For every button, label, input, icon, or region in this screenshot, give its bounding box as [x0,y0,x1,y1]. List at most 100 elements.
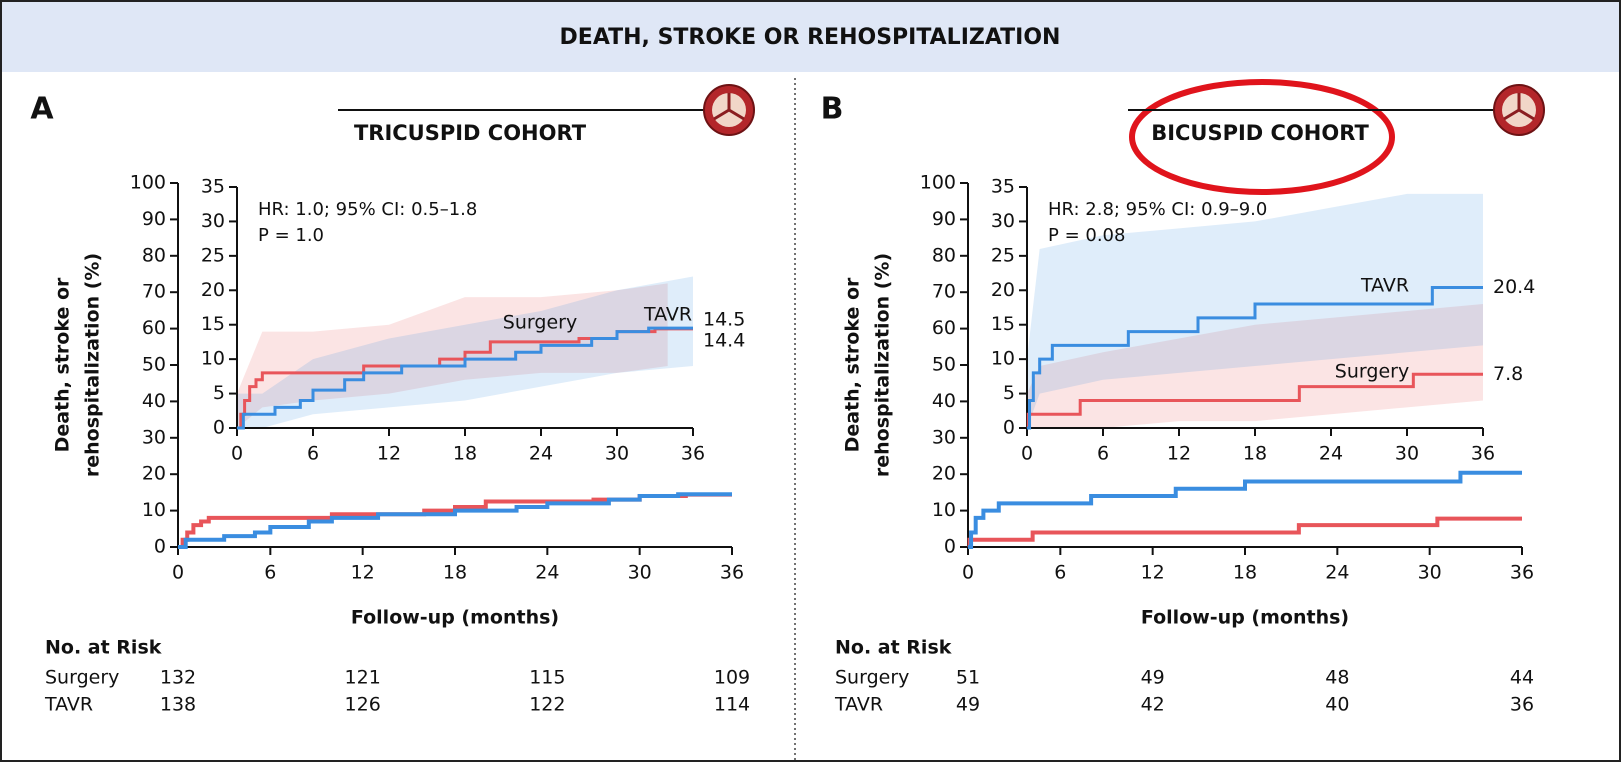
x-axis-label: Follow-up (months) [351,607,559,629]
y-tick-label: 30 [142,426,166,448]
x-tick-label: 30 [628,562,652,584]
series-label: Surgery [503,312,577,334]
y-tick-label: 100 [920,172,956,194]
y-tick-label: 10 [142,499,166,521]
y-tick-label: 80 [932,244,956,266]
series-label: Surgery [1335,361,1409,383]
end-value-label: 14.4 [703,329,745,351]
y-axis-label: rehospitalization (%) [82,253,104,477]
x-tick-label: 30 [605,443,629,465]
x-tick-label: 24 [529,443,553,465]
y-tick-label: 0 [944,536,956,558]
x-tick-label: 6 [307,443,319,465]
risk-count: 42 [1141,694,1165,716]
risk-count: 49 [1141,667,1165,689]
y-axis-label: Death, stroke or [842,277,864,452]
x-tick-label: 12 [351,562,375,584]
y-tick-label: 100 [130,172,166,194]
x-tick-label: 36 [1471,443,1495,465]
y-tick-label: 0 [154,536,166,558]
y-tick-label: 70 [932,281,956,303]
stat-annotation: HR: 1.0; 95% CI: 0.5–1.8 [258,199,477,220]
risk-row-name: Surgery [835,667,909,689]
x-axis-label: Follow-up (months) [1141,607,1349,629]
y-tick-label: 60 [142,317,166,339]
x-tick-label: 0 [231,443,243,465]
x-tick-label: 24 [535,562,559,584]
y-tick-label: 35 [991,176,1015,198]
y-axis-label: Death, stroke or [52,277,74,452]
y-tick-label: 80 [142,244,166,266]
risk-count: 44 [1510,667,1534,689]
y-tick-label: 40 [932,390,956,412]
y-tick-label: 5 [213,382,225,404]
y-tick-label: 0 [213,417,225,439]
y-tick-label: 10 [201,348,225,370]
valve-icon [1493,84,1545,136]
panel-label: A [30,92,54,127]
y-tick-label: 35 [201,176,225,198]
y-tick-label: 0 [1003,417,1015,439]
y-axis-label: rehospitalization (%) [872,253,894,477]
risk-count: 114 [714,694,750,716]
panel-title: TRICUSPID COHORT [354,121,587,145]
x-tick-label: 18 [1233,562,1257,584]
x-tick-label: 0 [1021,443,1033,465]
stat-annotation: HR: 2.8; 95% CI: 0.9–9.0 [1048,199,1267,220]
y-tick-label: 15 [201,313,225,335]
ci-band [237,283,668,428]
risk-count: 109 [714,667,750,689]
x-tick-label: 36 [681,443,705,465]
end-value-label: 14.5 [703,309,745,331]
x-tick-label: 24 [1319,443,1343,465]
risk-table-title: No. at Risk [835,637,952,659]
series-label: TAVR [1360,275,1409,297]
x-tick-label: 30 [1418,562,1442,584]
y-tick-label: 30 [201,210,225,232]
end-value-label: 20.4 [1493,276,1535,298]
km-curve [237,326,693,430]
x-tick-label: 6 [1054,562,1066,584]
x-tick-label: 36 [1510,562,1534,584]
y-tick-label: 10 [991,348,1015,370]
x-tick-label: 12 [1167,443,1191,465]
y-tick-label: 5 [1003,382,1015,404]
valve-icon [703,84,755,136]
risk-count: 132 [160,667,196,689]
risk-count: 48 [1325,667,1349,689]
y-tick-label: 25 [201,244,225,266]
risk-count: 126 [345,694,381,716]
x-tick-label: 30 [1395,443,1419,465]
risk-count: 138 [160,694,196,716]
x-tick-label: 6 [264,562,276,584]
y-tick-label: 20 [932,463,956,485]
x-tick-label: 24 [1325,562,1349,584]
risk-count: 122 [529,694,565,716]
y-tick-label: 15 [991,313,1015,335]
risk-row-name: Surgery [45,667,119,689]
risk-count: 40 [1325,694,1349,716]
ci-band [1027,304,1483,428]
x-tick-label: 18 [1243,443,1267,465]
stat-annotation: P = 1.0 [258,225,324,246]
x-tick-label: 18 [443,562,467,584]
series-label: TAVR [643,304,692,326]
header-title: DEATH, STROKE OR REHOSPITALIZATION [560,25,1061,50]
end-value-label: 7.8 [1493,363,1523,385]
y-tick-label: 50 [142,354,166,376]
y-tick-label: 60 [932,317,956,339]
y-tick-label: 70 [142,281,166,303]
x-tick-label: 0 [962,562,974,584]
y-tick-label: 10 [932,499,956,521]
x-tick-label: 18 [453,443,477,465]
valve-leaflets [713,93,745,121]
x-tick-label: 0 [172,562,184,584]
risk-count: 36 [1510,694,1534,716]
y-tick-label: 30 [991,210,1015,232]
header-band [2,2,1619,72]
y-tick-label: 40 [142,390,166,412]
stat-annotation: P = 0.08 [1048,225,1125,246]
y-tick-label: 25 [991,244,1015,266]
panel-label: B [821,92,844,127]
